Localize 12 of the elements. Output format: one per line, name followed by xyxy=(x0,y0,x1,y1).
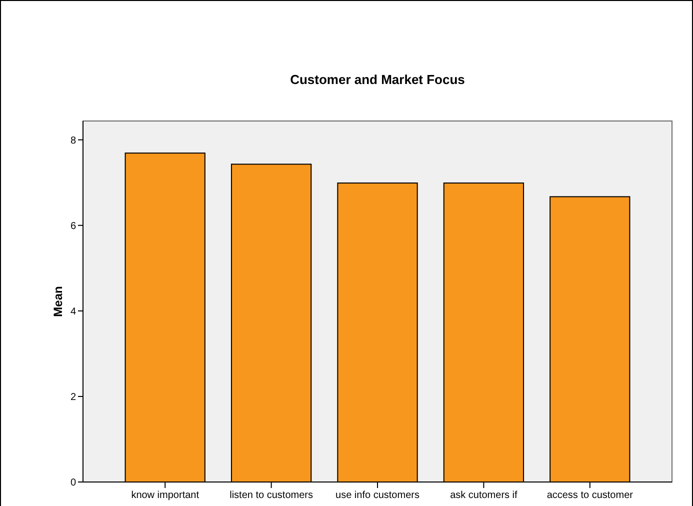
x-tick-label: use info customers xyxy=(336,490,420,501)
y-tick-label: 6 xyxy=(70,220,76,232)
x-tick-label: know important xyxy=(131,490,200,501)
y-axis-title: Mean xyxy=(51,286,65,317)
chart-title: Customer and Market Focus xyxy=(290,72,465,87)
y-tick-label: 4 xyxy=(70,306,76,318)
y-tick-label: 8 xyxy=(70,135,76,146)
y-tick-label: 0 xyxy=(70,478,76,488)
x-tick-label: ask cutomers if xyxy=(450,490,518,501)
x-tick-label: listen to customers xyxy=(230,490,313,501)
x-tick-label: access to customer xyxy=(546,490,634,501)
y-tick-label: 2 xyxy=(70,392,76,403)
